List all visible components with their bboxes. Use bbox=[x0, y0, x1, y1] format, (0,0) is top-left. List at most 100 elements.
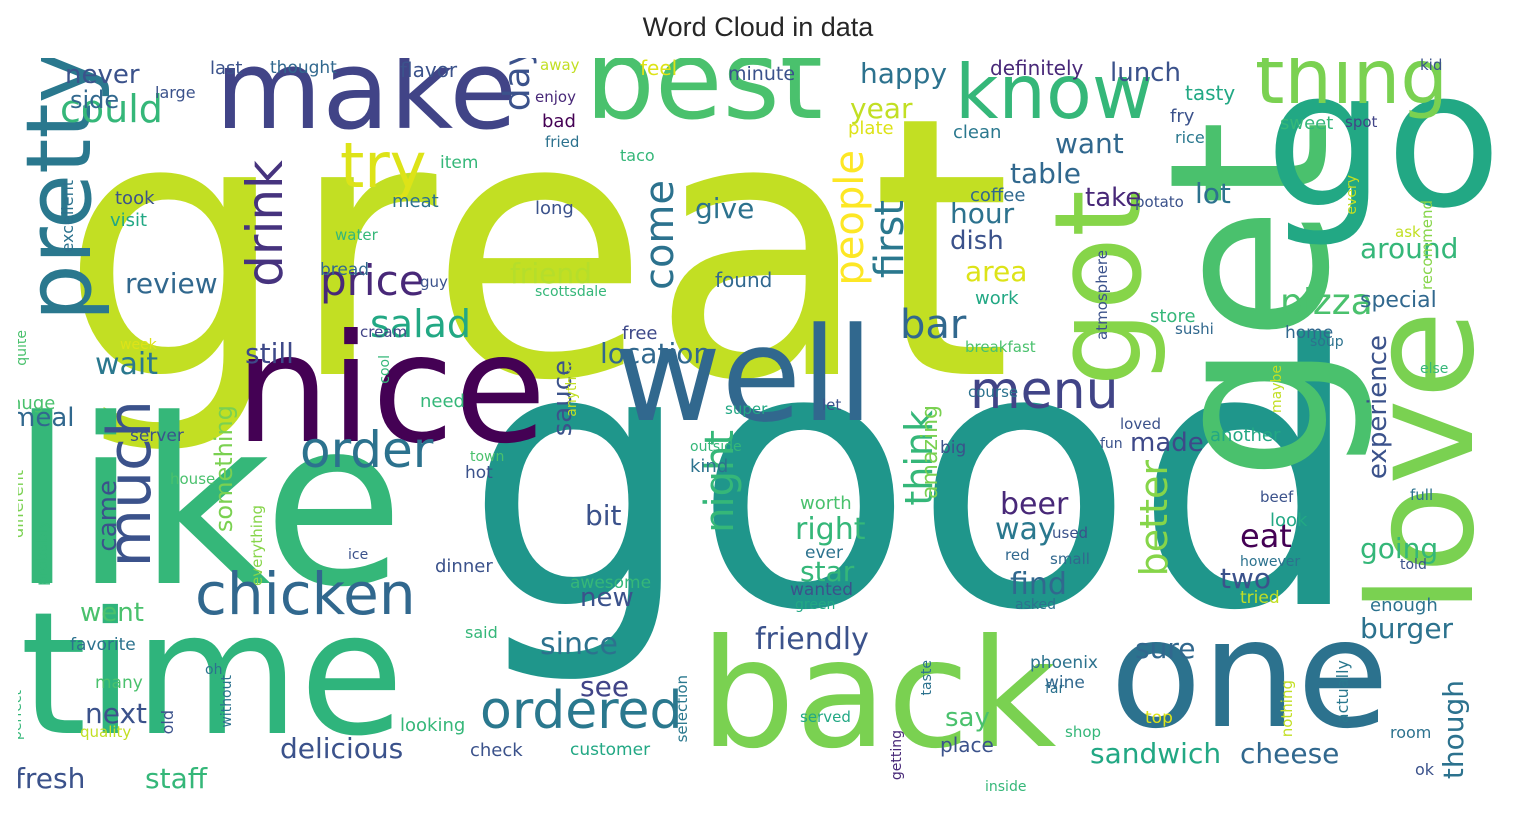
word-cheese: cheese bbox=[1240, 737, 1340, 770]
word-ok: ok bbox=[1415, 760, 1435, 779]
word-last: last bbox=[210, 58, 243, 79]
word-free: free bbox=[622, 323, 658, 344]
word-going: going bbox=[1360, 532, 1439, 565]
word-staff: staff bbox=[145, 762, 208, 795]
word-outside: outside bbox=[690, 439, 742, 455]
word-house: house bbox=[170, 470, 216, 488]
word-price: price bbox=[320, 256, 425, 305]
word-lot: lot bbox=[1195, 177, 1231, 210]
word-fun: fun bbox=[1100, 436, 1123, 452]
word-beer: beer bbox=[1000, 487, 1069, 522]
word-course: course bbox=[968, 383, 1019, 401]
word-made: made bbox=[1130, 428, 1204, 458]
word-fresh: fresh bbox=[18, 762, 86, 795]
word-happy: happy bbox=[860, 58, 948, 90]
word-delicious: delicious bbox=[280, 732, 404, 765]
word-take: take bbox=[1085, 183, 1142, 213]
word-see: see bbox=[580, 670, 630, 703]
word-back: back bbox=[700, 608, 1057, 782]
word-people: people bbox=[827, 150, 873, 286]
word-sushi: sushi bbox=[1175, 320, 1214, 338]
word-ever: ever bbox=[805, 543, 843, 563]
word-small: small bbox=[1050, 550, 1090, 568]
word-area: area bbox=[965, 255, 1028, 288]
word-work: work bbox=[975, 288, 1019, 309]
word-found: found bbox=[715, 268, 773, 292]
word-ordered: ordered bbox=[480, 681, 683, 741]
word-ice: ice bbox=[348, 547, 369, 563]
word-used: used bbox=[1052, 524, 1089, 542]
word-special: special bbox=[1360, 288, 1437, 313]
word-actually: actually bbox=[1333, 660, 1352, 724]
word-kind: kind bbox=[690, 456, 729, 477]
word-enough: enough bbox=[1370, 595, 1438, 616]
word-could: could bbox=[60, 87, 163, 131]
word-look: look bbox=[1270, 510, 1308, 531]
word-feel: feel bbox=[640, 58, 678, 80]
word-minute: minute bbox=[728, 63, 796, 85]
word-first: first bbox=[867, 200, 913, 279]
word-say: say bbox=[945, 703, 990, 733]
word-served: served bbox=[800, 708, 851, 726]
word-meal: meal bbox=[18, 403, 75, 433]
word-favorite: favorite bbox=[70, 635, 136, 655]
word-drink: drink bbox=[236, 160, 294, 287]
word-since: since bbox=[540, 627, 618, 662]
word-perfect: perfect bbox=[18, 690, 25, 740]
word-full: full bbox=[1410, 486, 1434, 504]
word-sure: sure bbox=[1135, 632, 1196, 665]
word-ask: ask bbox=[1395, 223, 1421, 241]
word-beef: beef bbox=[1260, 488, 1294, 506]
word-tried: tried bbox=[1240, 588, 1280, 608]
word-dish: dish bbox=[950, 226, 1004, 256]
word-bit: bit bbox=[585, 499, 622, 532]
word-top: top bbox=[1145, 708, 1173, 728]
word-many: many bbox=[95, 673, 143, 693]
word-cool: cool bbox=[377, 355, 393, 384]
word-took: took bbox=[115, 188, 155, 209]
word-new: new bbox=[580, 583, 634, 613]
word-far: far bbox=[1045, 681, 1065, 697]
word-coffee: coffee bbox=[970, 185, 1026, 206]
word-definitely: definitely bbox=[990, 58, 1084, 80]
word-old: old bbox=[158, 710, 177, 735]
word-visit: visit bbox=[110, 210, 148, 231]
word-wanted: wanted bbox=[790, 580, 854, 600]
word-phoenix: phoenix bbox=[1030, 653, 1098, 673]
word-around: around bbox=[1360, 232, 1459, 265]
word-oh: oh bbox=[205, 662, 223, 678]
word-day: day bbox=[497, 58, 538, 112]
word-room: room bbox=[1390, 723, 1432, 742]
word-quality: quality bbox=[80, 723, 132, 741]
word-rice: rice bbox=[1175, 128, 1205, 147]
word-worth: worth bbox=[800, 493, 852, 514]
word-amazing: amazing bbox=[918, 405, 943, 499]
word-two: two bbox=[1220, 562, 1272, 595]
word-side: side bbox=[70, 86, 120, 114]
word-said: said bbox=[465, 623, 498, 642]
word-go: go bbox=[1265, 58, 1498, 250]
word-bad: bad bbox=[542, 111, 576, 132]
word-enjoy: enjoy bbox=[535, 88, 576, 106]
word-however: however bbox=[1240, 554, 1301, 570]
word-else: else bbox=[1420, 361, 1449, 377]
word-star: star bbox=[800, 555, 855, 588]
word-kid: kid bbox=[1420, 58, 1443, 74]
word-green: green bbox=[795, 597, 836, 613]
word-still: still bbox=[245, 337, 294, 370]
word-table: table bbox=[1010, 157, 1081, 190]
word-inside: inside bbox=[985, 779, 1027, 795]
word-anything: anything bbox=[564, 355, 580, 417]
word-find: find bbox=[1010, 567, 1067, 602]
word-time: time bbox=[20, 576, 405, 774]
word-something: something bbox=[210, 405, 238, 533]
word-excellent: excellent bbox=[58, 180, 77, 253]
word-year: year bbox=[850, 92, 913, 125]
word-taste: taste bbox=[919, 660, 935, 696]
word-best: best bbox=[585, 58, 823, 144]
word-fried: fried bbox=[545, 133, 580, 151]
word-wait: wait bbox=[95, 347, 159, 382]
word-meat: meat bbox=[392, 191, 439, 212]
word-though: though bbox=[1437, 680, 1470, 780]
word-went: went bbox=[80, 598, 144, 628]
